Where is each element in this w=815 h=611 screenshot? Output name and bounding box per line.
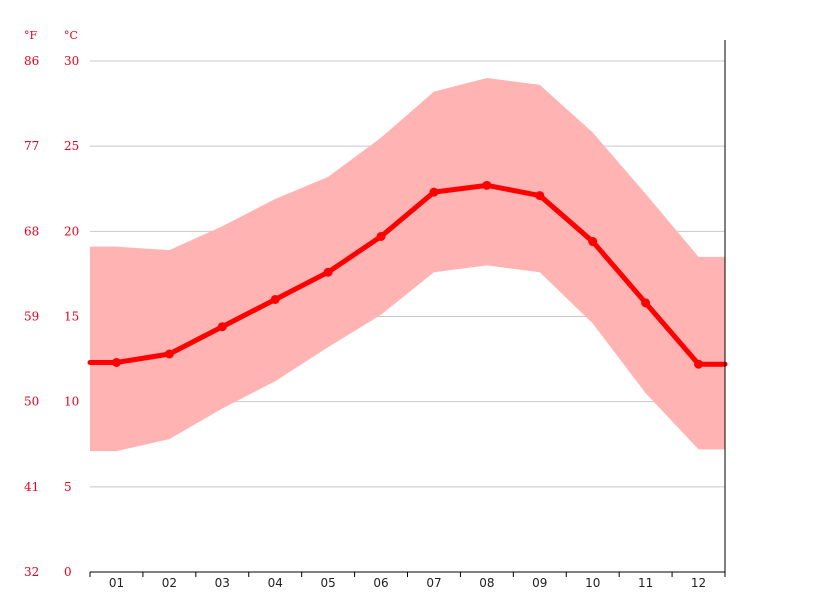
- data-point: [111, 357, 121, 367]
- temperature-range-band: [90, 78, 725, 452]
- x-tick-label: 02: [162, 576, 177, 590]
- x-tick-label: 07: [426, 576, 441, 590]
- fahrenheit-unit-label: °F: [24, 29, 38, 42]
- data-point: [270, 294, 280, 304]
- x-tick-label: 03: [215, 576, 230, 590]
- data-point: [482, 180, 492, 190]
- y-tick-label-fahrenheit: 50: [24, 395, 39, 409]
- y-axis-labels: 32 0 41 5 50 10 59 15 68 20 77 25 86 30: [24, 54, 79, 579]
- y-tick-label-fahrenheit: 86: [24, 54, 39, 68]
- x-tick-label: 11: [638, 576, 653, 590]
- data-point: [164, 349, 174, 359]
- y-tick-label-celsius: 25: [64, 139, 79, 153]
- y-tick-label-celsius: 0: [64, 565, 72, 579]
- y-tick-label-celsius: 30: [64, 54, 79, 68]
- data-point: [429, 187, 439, 197]
- x-tick-label: 04: [268, 576, 283, 590]
- min-max-range-area: [90, 78, 725, 452]
- y-tick-label-fahrenheit: 41: [24, 480, 39, 494]
- average-temperature-series: [87, 180, 728, 369]
- data-point: [694, 359, 704, 369]
- y-tick-label-fahrenheit: 77: [24, 139, 39, 153]
- x-tick-label: 10: [585, 576, 600, 590]
- data-point: [641, 298, 651, 308]
- data-point: [535, 191, 545, 201]
- data-point: [323, 267, 333, 277]
- y-tick-label-celsius: 15: [64, 310, 79, 324]
- data-point: [217, 322, 227, 332]
- celsius-unit-label: °C: [64, 29, 78, 42]
- x-tick-label: 06: [373, 576, 388, 590]
- y-tick-label-fahrenheit: 59: [24, 310, 39, 324]
- y-tick-label-celsius: 5: [64, 480, 72, 494]
- y-tick-label-celsius: 20: [64, 224, 79, 238]
- x-tick-label: 12: [691, 576, 706, 590]
- average-temperature-line: [87, 182, 728, 367]
- x-tick-label: 08: [479, 576, 494, 590]
- y-tick-label-celsius: 10: [64, 395, 79, 409]
- x-tick-label: 09: [532, 576, 547, 590]
- data-point: [588, 237, 598, 247]
- x-tick-label: 05: [320, 576, 335, 590]
- y-tick-label-fahrenheit: 68: [24, 224, 39, 238]
- axes: [89, 40, 726, 577]
- data-point: [376, 231, 386, 241]
- x-axis-labels: 01 02 03 04 05 06 07 08 09 10 11 12: [109, 576, 706, 590]
- x-tick-label: 01: [109, 576, 124, 590]
- y-tick-label-fahrenheit: 32: [24, 565, 39, 579]
